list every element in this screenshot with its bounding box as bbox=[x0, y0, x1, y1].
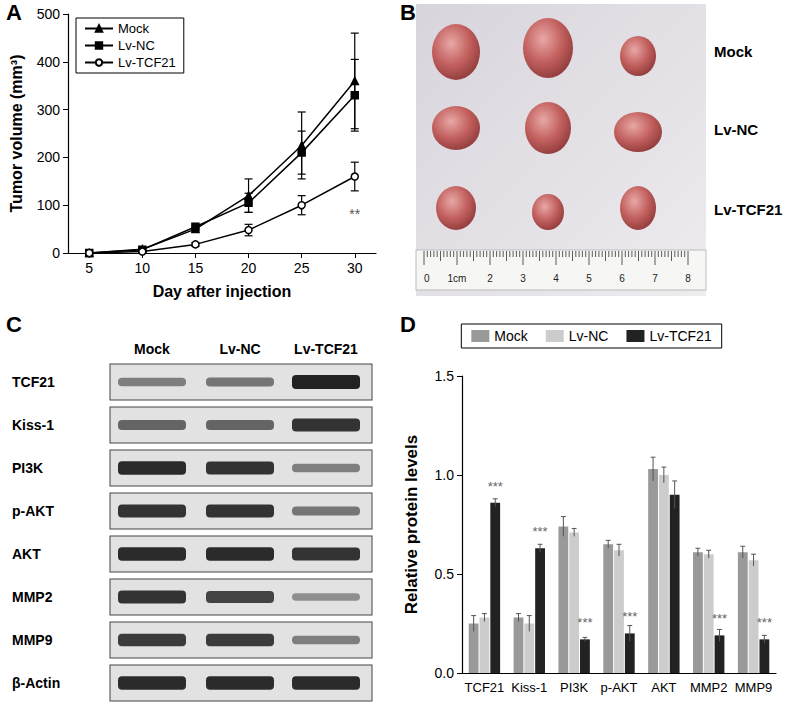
svg-text:Tumor volume (mm³): Tumor volume (mm³) bbox=[8, 55, 25, 213]
svg-text:TCF21: TCF21 bbox=[465, 680, 505, 695]
svg-text:Lv-TCF21: Lv-TCF21 bbox=[714, 201, 782, 218]
svg-text:***: *** bbox=[712, 611, 727, 626]
svg-text:7: 7 bbox=[652, 273, 658, 284]
svg-text:300: 300 bbox=[37, 102, 61, 118]
svg-text:MMP9: MMP9 bbox=[735, 680, 773, 695]
svg-text:6: 6 bbox=[619, 273, 625, 284]
svg-text:MMP2: MMP2 bbox=[690, 680, 728, 695]
svg-text:30: 30 bbox=[347, 260, 363, 276]
svg-text:400: 400 bbox=[37, 54, 61, 70]
svg-text:1.0: 1.0 bbox=[435, 467, 455, 483]
svg-text:200: 200 bbox=[37, 149, 61, 165]
svg-text:MMP2: MMP2 bbox=[12, 589, 53, 605]
svg-text:500: 500 bbox=[37, 6, 61, 22]
html-text:B: B bbox=[400, 0, 416, 25]
svg-text:AKT: AKT bbox=[651, 680, 676, 695]
svg-text:PI3K: PI3K bbox=[560, 680, 589, 695]
html-text:A: A bbox=[6, 0, 22, 25]
svg-text:Day after injection: Day after injection bbox=[153, 283, 292, 300]
svg-text:0: 0 bbox=[52, 245, 60, 261]
svg-text:Lv-NC: Lv-NC bbox=[118, 38, 155, 53]
svg-text:2: 2 bbox=[487, 273, 493, 284]
svg-text:10: 10 bbox=[135, 260, 151, 276]
svg-text:5: 5 bbox=[85, 260, 93, 276]
svg-text:4: 4 bbox=[553, 273, 559, 284]
svg-text:1.5: 1.5 bbox=[435, 368, 455, 384]
svg-text:***: *** bbox=[532, 524, 547, 539]
svg-text:5: 5 bbox=[586, 273, 592, 284]
svg-text:***: *** bbox=[577, 615, 592, 630]
svg-text:***: *** bbox=[622, 609, 637, 624]
svg-text:0.0: 0.0 bbox=[435, 665, 455, 681]
svg-text:0: 0 bbox=[424, 273, 430, 284]
svg-text:Lv-NC: Lv-NC bbox=[219, 341, 260, 357]
svg-text:20: 20 bbox=[241, 260, 257, 276]
svg-text:Mock: Mock bbox=[714, 43, 753, 60]
svg-text:15: 15 bbox=[188, 260, 204, 276]
svg-text:Mock: Mock bbox=[134, 341, 170, 357]
html-text:C: C bbox=[6, 312, 22, 337]
svg-text:Lv-TCF21: Lv-TCF21 bbox=[294, 341, 358, 357]
svg-text:MMP9: MMP9 bbox=[12, 632, 53, 648]
svg-text:Lv-NC: Lv-NC bbox=[569, 328, 609, 344]
svg-text:***: *** bbox=[757, 615, 772, 630]
svg-text:3: 3 bbox=[520, 273, 526, 284]
svg-text:25: 25 bbox=[294, 260, 310, 276]
svg-text:0.5: 0.5 bbox=[435, 566, 455, 582]
svg-text:Lv-NC: Lv-NC bbox=[714, 121, 758, 138]
svg-text:PI3K: PI3K bbox=[12, 460, 43, 476]
svg-text:Mock: Mock bbox=[118, 21, 150, 36]
svg-text:Relative protein levels: Relative protein levels bbox=[402, 435, 421, 615]
svg-text:AKT: AKT bbox=[12, 546, 41, 562]
svg-text:**: ** bbox=[349, 206, 360, 222]
svg-text:8: 8 bbox=[685, 273, 691, 284]
svg-text:Lv-TCF21: Lv-TCF21 bbox=[118, 55, 176, 70]
svg-text:***: *** bbox=[488, 479, 503, 494]
svg-text:Kiss-1: Kiss-1 bbox=[12, 417, 54, 433]
html-text:D: D bbox=[400, 312, 416, 337]
svg-text:Kiss-1: Kiss-1 bbox=[511, 680, 547, 695]
svg-text:TCF21: TCF21 bbox=[12, 374, 55, 390]
svg-text:Mock: Mock bbox=[494, 328, 528, 344]
svg-text:p-AKT: p-AKT bbox=[12, 503, 54, 519]
svg-text:p-AKT: p-AKT bbox=[601, 680, 638, 695]
svg-text:β-Actin: β-Actin bbox=[12, 675, 60, 691]
svg-text:100: 100 bbox=[37, 197, 61, 213]
svg-text:Lv-TCF21: Lv-TCF21 bbox=[649, 328, 711, 344]
svg-text:1cm: 1cm bbox=[448, 273, 467, 284]
